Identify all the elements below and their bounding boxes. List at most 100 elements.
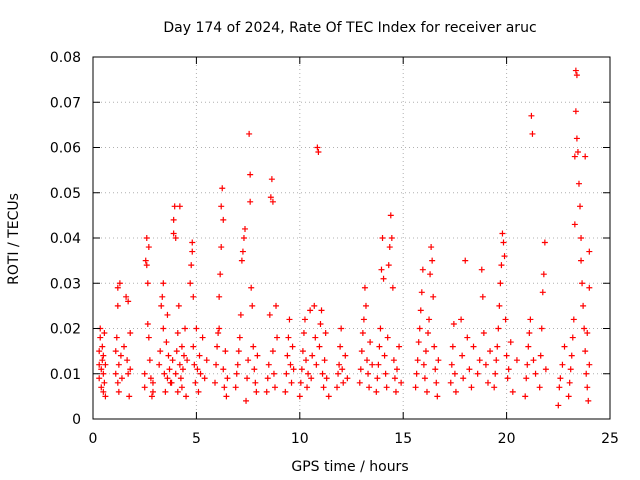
data-point [142, 257, 149, 264]
data-point [360, 316, 367, 323]
data-point [172, 235, 179, 241]
data-point [474, 370, 481, 377]
data-point [176, 361, 183, 368]
data-point [427, 271, 434, 278]
data-point [144, 320, 151, 327]
data-point [311, 302, 318, 309]
data-point [247, 198, 254, 205]
data-point [145, 244, 152, 251]
data-point [146, 357, 153, 364]
data-point [470, 343, 477, 350]
data-point [271, 384, 278, 391]
data-point [179, 366, 186, 373]
data-point [340, 379, 347, 386]
data-point [297, 379, 304, 386]
data-point [413, 370, 420, 377]
data-point [568, 352, 575, 359]
data-point [393, 366, 400, 373]
data-point [356, 379, 363, 386]
data-point [251, 366, 258, 373]
data-point [250, 343, 257, 350]
data-point [286, 316, 293, 323]
data-point [476, 357, 483, 364]
data-point [172, 370, 179, 377]
data-point [189, 248, 196, 255]
data-point [147, 375, 154, 382]
data-point [114, 284, 121, 291]
data-point [586, 284, 593, 291]
data-point [428, 244, 435, 251]
y-axis-label: ROTI / TECUs [6, 193, 22, 285]
data-point [522, 393, 529, 400]
y-tick-label: 0.05 [50, 186, 81, 202]
data-point [566, 379, 573, 386]
data-point [380, 275, 387, 282]
data-point [319, 370, 326, 377]
data-point [180, 352, 187, 359]
data-point [273, 302, 280, 309]
data-point [459, 352, 466, 359]
data-point [494, 343, 501, 350]
data-point [317, 320, 324, 327]
data-point [96, 348, 103, 355]
data-point [124, 357, 131, 364]
data-point [373, 388, 380, 395]
data-point [184, 357, 191, 364]
data-point [266, 311, 273, 318]
data-point [235, 348, 242, 355]
data-point [365, 370, 372, 377]
y-tick-label: 0.06 [50, 141, 81, 157]
data-point [223, 393, 230, 400]
y-tick-label: 0 [72, 412, 81, 428]
data-point [214, 343, 221, 350]
y-tick-label: 0.04 [50, 231, 81, 247]
data-point [215, 330, 222, 337]
data-point [392, 388, 399, 395]
data-point [160, 280, 167, 287]
data-point [100, 388, 107, 395]
data-point [414, 357, 421, 364]
data-point [480, 330, 487, 337]
data-point [431, 343, 438, 350]
data-point [127, 366, 134, 373]
data-point [161, 370, 168, 377]
data-point [160, 325, 167, 332]
data-point [460, 375, 467, 382]
data-point [452, 388, 459, 395]
data-point [102, 361, 109, 368]
data-point [381, 352, 388, 359]
data-point [556, 384, 563, 391]
data-point [582, 153, 589, 160]
data-point [500, 239, 507, 246]
data-point [366, 384, 373, 391]
data-point [216, 325, 223, 332]
data-point [190, 343, 197, 350]
chart-title: Day 174 of 2024, Rate Of TEC Index for r… [163, 20, 536, 36]
data-point [426, 316, 433, 323]
data-point [157, 348, 164, 355]
data-point [253, 388, 260, 395]
data-point [388, 235, 395, 241]
data-point [569, 334, 576, 341]
data-point [269, 348, 276, 355]
data-point [425, 330, 432, 337]
data-point [574, 149, 581, 156]
data-point [168, 379, 175, 386]
data-point [166, 366, 173, 373]
data-point [309, 352, 316, 359]
data-point [532, 370, 539, 377]
data-point [269, 198, 276, 205]
data-point [125, 370, 132, 377]
data-point [194, 366, 201, 373]
data-point [283, 370, 290, 377]
data-point [367, 339, 374, 346]
data-point [509, 388, 516, 395]
data-point [100, 370, 107, 377]
data-point [192, 379, 199, 386]
data-point [334, 384, 341, 391]
data-point [390, 357, 397, 364]
data-point [301, 316, 308, 323]
data-point [158, 302, 165, 309]
data-point [504, 375, 511, 382]
data-point [314, 144, 321, 151]
